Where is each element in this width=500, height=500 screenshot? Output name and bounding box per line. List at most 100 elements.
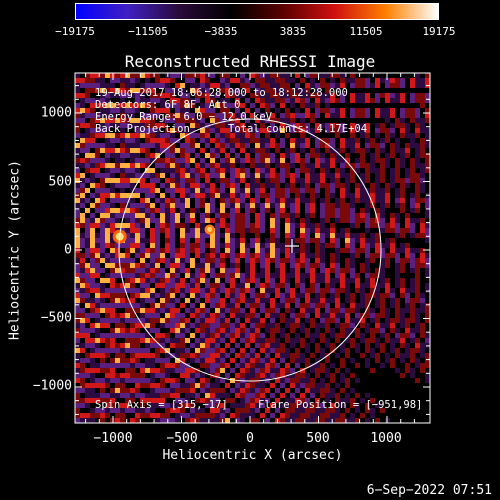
image-pixel	[350, 208, 355, 213]
image-pixel	[140, 123, 145, 128]
image-pixel	[185, 228, 190, 233]
image-pixel	[305, 263, 310, 268]
image-pixel	[345, 263, 350, 268]
image-pixel	[250, 263, 255, 268]
image-pixel	[290, 88, 295, 93]
image-pixel	[115, 118, 120, 123]
image-pixel	[215, 393, 220, 398]
image-pixel	[410, 368, 415, 373]
image-pixel	[145, 328, 150, 333]
image-pixel	[105, 93, 110, 98]
image-pixel	[395, 368, 400, 373]
image-pixel	[140, 293, 145, 298]
image-pixel	[405, 258, 410, 263]
image-pixel	[330, 233, 335, 238]
image-pixel	[75, 198, 80, 203]
image-pixel	[235, 298, 240, 303]
image-pixel	[165, 103, 170, 108]
image-pixel	[250, 333, 255, 338]
image-pixel	[360, 183, 365, 188]
image-pixel	[165, 138, 170, 143]
x-tick-label: −500	[166, 431, 198, 446]
image-pixel	[380, 348, 385, 353]
image-pixel	[115, 273, 120, 278]
image-pixel	[250, 338, 255, 343]
image-pixel	[150, 318, 155, 323]
image-pixel	[155, 138, 160, 143]
image-pixel	[260, 93, 265, 98]
image-pixel	[420, 78, 425, 83]
image-pixel	[295, 378, 300, 383]
image-pixel	[200, 168, 205, 173]
image-pixel	[200, 88, 205, 93]
image-pixel	[255, 188, 260, 193]
image-pixel	[280, 128, 285, 133]
image-pixel	[170, 243, 175, 248]
image-pixel	[290, 183, 295, 188]
image-pixel	[200, 348, 205, 353]
colorbar-tick: 3835	[279, 25, 307, 38]
image-pixel	[235, 273, 240, 278]
image-pixel	[340, 363, 345, 368]
image-pixel	[240, 383, 245, 388]
image-pixel	[140, 228, 145, 233]
image-pixel	[255, 153, 260, 158]
image-pixel	[165, 163, 170, 168]
image-pixel	[105, 143, 110, 148]
image-pixel	[150, 133, 155, 138]
image-pixel	[280, 208, 285, 213]
image-pixel	[330, 93, 335, 98]
image-pixel	[315, 308, 320, 313]
image-pixel	[165, 78, 170, 83]
image-pixel	[115, 153, 120, 158]
image-pixel	[295, 383, 300, 388]
image-pixel	[295, 413, 300, 418]
image-pixel	[130, 393, 135, 398]
image-pixel	[270, 178, 275, 183]
image-pixel	[290, 328, 295, 333]
image-pixel	[100, 233, 105, 238]
image-pixel	[205, 318, 210, 323]
image-pixel	[425, 228, 430, 233]
image-pixel	[200, 318, 205, 323]
image-pixel	[80, 418, 85, 423]
image-pixel	[95, 263, 100, 268]
image-pixel	[150, 313, 155, 318]
image-pixel	[80, 233, 85, 238]
image-pixel	[335, 333, 340, 338]
image-pixel	[220, 218, 225, 223]
image-pixel	[420, 333, 425, 338]
image-pixel	[350, 273, 355, 278]
image-pixel	[130, 378, 135, 383]
image-pixel	[90, 383, 95, 388]
image-pixel	[245, 138, 250, 143]
image-pixel	[235, 113, 240, 118]
image-pixel	[225, 223, 230, 228]
image-pixel	[410, 193, 415, 198]
image-pixel	[335, 173, 340, 178]
image-pixel	[255, 343, 260, 348]
image-pixel	[345, 213, 350, 218]
image-pixel	[405, 298, 410, 303]
image-pixel	[145, 343, 150, 348]
image-pixel	[280, 358, 285, 363]
image-pixel	[135, 98, 140, 103]
image-pixel	[100, 363, 105, 368]
image-pixel	[265, 83, 270, 88]
image-pixel	[395, 168, 400, 173]
image-pixel	[255, 333, 260, 338]
image-pixel	[85, 273, 90, 278]
image-pixel	[230, 113, 235, 118]
image-pixel	[250, 418, 255, 423]
image-pixel	[265, 348, 270, 353]
image-pixel	[100, 243, 105, 248]
image-pixel	[210, 343, 215, 348]
image-pixel	[395, 158, 400, 163]
image-pixel	[395, 138, 400, 143]
image-pixel	[170, 193, 175, 198]
image-pixel	[140, 308, 145, 313]
image-pixel	[135, 163, 140, 168]
image-pixel	[210, 353, 215, 358]
image-pixel	[105, 98, 110, 103]
image-pixel	[105, 293, 110, 298]
